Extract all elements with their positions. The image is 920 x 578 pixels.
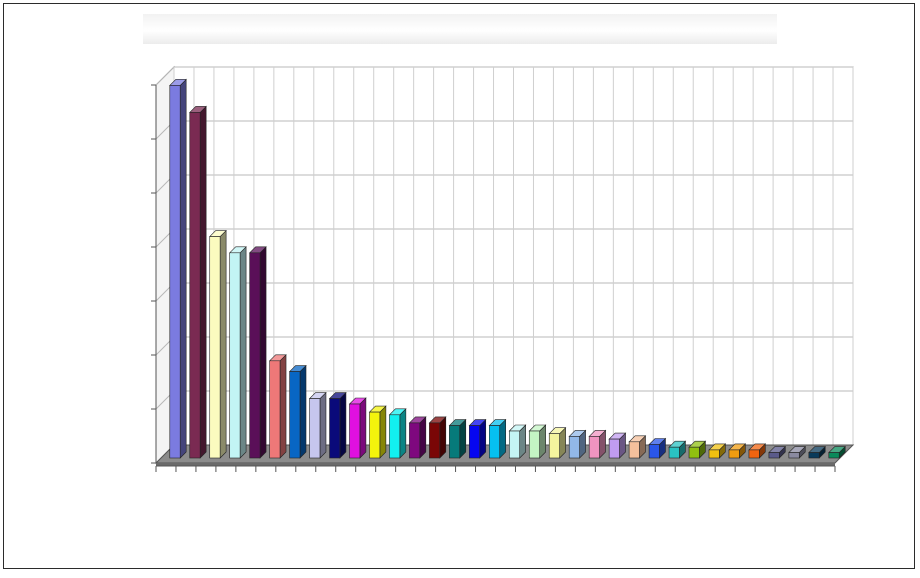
- chart-title-band: [143, 14, 777, 44]
- bar-side: [419, 416, 427, 459]
- bar: [628, 435, 647, 459]
- bar: [768, 445, 787, 459]
- bar-side: [459, 418, 467, 459]
- bar-front: [708, 449, 720, 459]
- bar-front: [808, 452, 820, 459]
- bar-front: [508, 430, 520, 459]
- bar-front: [269, 360, 281, 459]
- bar-front: [489, 425, 501, 459]
- bar-side: [279, 354, 287, 459]
- bar-front: [548, 433, 560, 459]
- bar: [688, 440, 707, 459]
- bar-side: [499, 418, 507, 459]
- bar: [308, 391, 327, 459]
- bar: [648, 437, 667, 459]
- bar: [288, 364, 307, 459]
- bar-front: [668, 446, 680, 459]
- bar: [348, 397, 367, 459]
- bar-front: [768, 452, 780, 459]
- bar: [248, 246, 267, 459]
- chart-bars: [169, 78, 846, 459]
- bar-side: [259, 246, 267, 459]
- bar-side: [339, 391, 347, 459]
- bar-side: [299, 364, 307, 459]
- bar-side: [379, 405, 387, 459]
- chart-floor-edge: [156, 463, 835, 466]
- bar: [708, 443, 727, 459]
- bar: [548, 426, 567, 459]
- bar-front: [289, 371, 301, 459]
- bar-front: [728, 449, 740, 459]
- bar: [169, 78, 187, 459]
- bar-front: [648, 444, 660, 459]
- bar-front: [189, 112, 201, 459]
- bar: [228, 246, 247, 459]
- bar-front: [568, 436, 580, 459]
- bar: [209, 229, 227, 459]
- bar-front: [389, 414, 401, 459]
- bar-front: [469, 425, 481, 459]
- bar-front: [628, 441, 640, 459]
- bar-front: [329, 398, 341, 459]
- bar-side: [199, 105, 207, 459]
- bar-front: [688, 446, 700, 459]
- bar: [808, 445, 826, 459]
- bar-front: [528, 430, 540, 459]
- bar-side: [399, 408, 407, 459]
- bar: [488, 418, 507, 459]
- bar: [368, 405, 387, 459]
- chart-gridlines: [155, 66, 854, 445]
- bar: [448, 418, 467, 459]
- bar-side: [219, 229, 227, 459]
- bar-front: [349, 403, 361, 459]
- bar: [268, 354, 287, 459]
- bar: [388, 408, 407, 459]
- bar-front: [788, 452, 800, 459]
- bar-side: [439, 416, 447, 459]
- bar-side: [179, 78, 187, 459]
- bar-front: [748, 449, 760, 459]
- bar: [468, 418, 487, 459]
- bar-side: [479, 418, 487, 459]
- bar: [508, 424, 527, 459]
- bar-front: [209, 236, 221, 459]
- bar-front: [229, 252, 241, 459]
- bar: [728, 443, 747, 459]
- bar-side: [239, 246, 247, 459]
- bar-side: [359, 397, 367, 459]
- bar-front: [608, 438, 620, 459]
- bar-side: [319, 391, 327, 459]
- bar-front: [828, 452, 840, 459]
- bar: [528, 424, 547, 459]
- bar: [189, 105, 207, 459]
- bar: [568, 429, 587, 459]
- bar-front: [409, 422, 421, 459]
- bar-front: [429, 422, 441, 459]
- bar-front: [249, 252, 261, 459]
- bar-front: [169, 85, 181, 459]
- bar-front: [369, 411, 381, 459]
- bar: [668, 440, 687, 459]
- bar: [588, 429, 607, 459]
- chart-axes: [151, 84, 836, 472]
- bar-front: [449, 425, 461, 459]
- bar-front: [588, 436, 600, 459]
- gridline-side: [155, 66, 175, 86]
- bar: [788, 445, 806, 459]
- bar: [408, 416, 427, 459]
- bar: [328, 391, 347, 459]
- bar-front: [309, 398, 321, 459]
- bar: [748, 443, 767, 459]
- bar: [428, 416, 447, 459]
- bar: [608, 432, 627, 459]
- bar: [828, 445, 846, 459]
